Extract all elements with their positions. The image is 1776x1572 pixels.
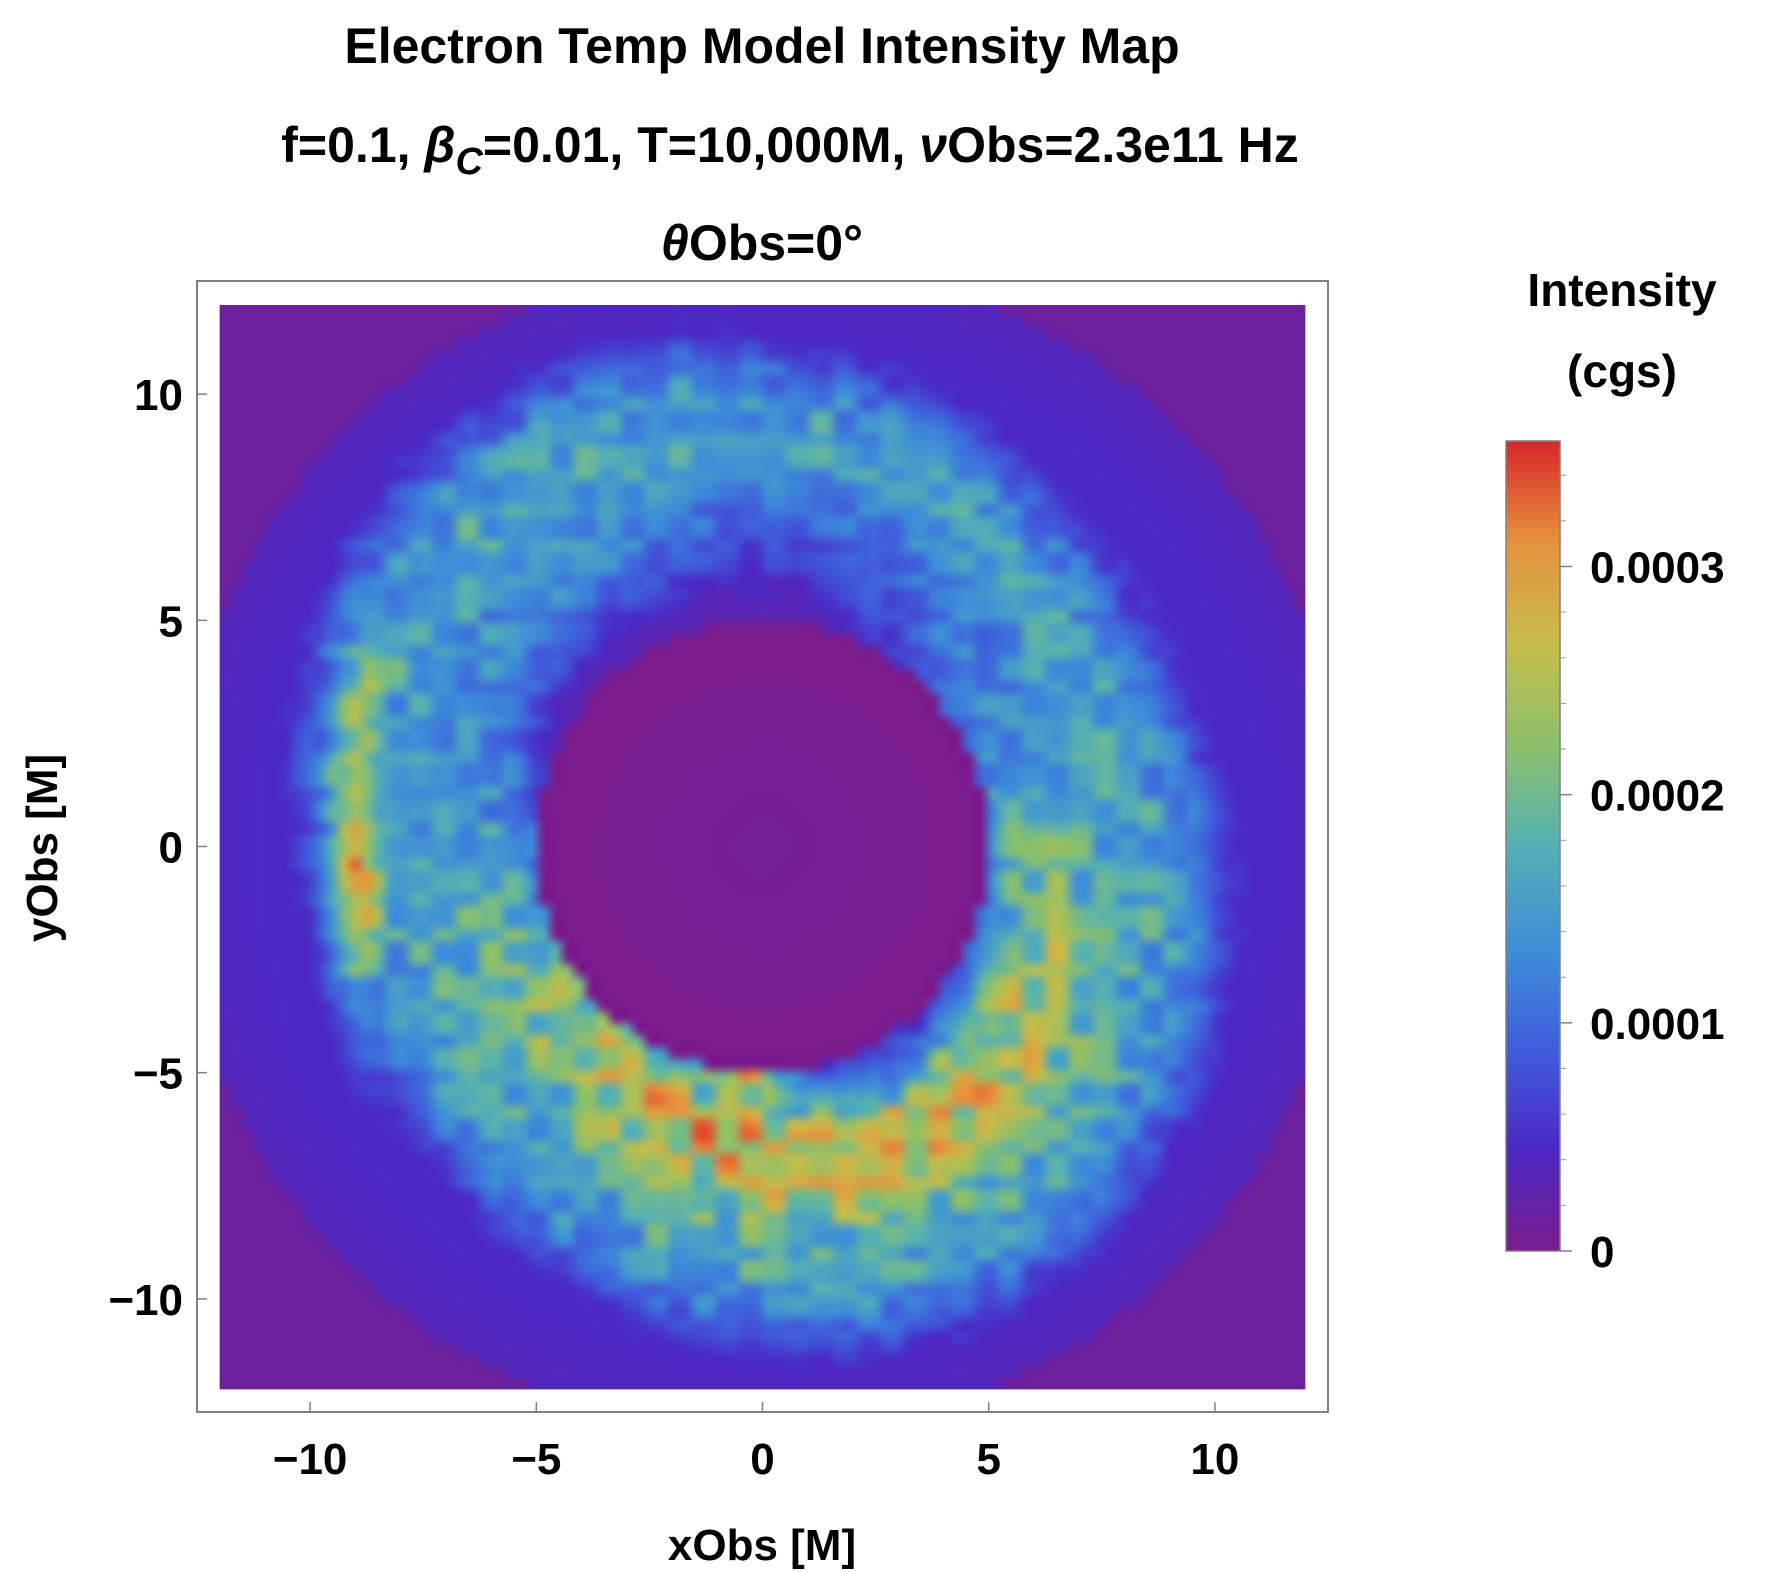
chart-title: Electron Temp Model Intensity Map f=0.1,…: [281, 18, 1298, 271]
colorbar-ticks: 0 0.0001 0.0002 0.0003: [1560, 474, 1725, 1277]
y-tick-label: −10: [108, 1276, 183, 1325]
title-line-2: f=0.1, βC=0.01, T=10,000M, νObs=2.3e11 H…: [281, 117, 1298, 183]
heatmap-raster: [219, 305, 1306, 1390]
colorbar-tick-label: 0: [1590, 1228, 1614, 1277]
colorbar-bar: [1505, 440, 1561, 1252]
colorbar-title-line-2: (cgs): [1567, 345, 1677, 397]
y-axis-label: yObs [M]: [18, 754, 67, 942]
y-tick-label: 0: [159, 824, 183, 873]
x-tick-label: −5: [511, 1435, 561, 1484]
x-tick-label: 0: [750, 1435, 774, 1484]
x-tick-label: −10: [273, 1435, 348, 1484]
colorbar-tick-label: 0.0001: [1590, 1000, 1725, 1049]
x-axis-ticks: −10 −5 0 5 10: [273, 1402, 1239, 1484]
colorbar-tick-label: 0.0002: [1590, 772, 1725, 821]
title-line-3: θObs=0°: [661, 215, 863, 271]
title-line-1: Electron Temp Model Intensity Map: [344, 18, 1179, 74]
colorbar: Intensity (cgs) 0 0.0001 0.0002 0.0003: [1505, 264, 1725, 1277]
colorbar-title-line-1: Intensity: [1527, 264, 1717, 316]
y-axis-ticks: 10 5 0 −5 −10: [108, 371, 207, 1325]
y-tick-label: 10: [134, 371, 183, 420]
y-tick-label: 5: [159, 597, 183, 646]
x-tick-label: 5: [976, 1435, 1000, 1484]
x-tick-label: 10: [1190, 1435, 1239, 1484]
y-tick-label: −5: [133, 1050, 183, 1099]
colorbar-tick-label: 0.0003: [1590, 543, 1725, 592]
x-axis-label: xObs [M]: [668, 1521, 856, 1570]
